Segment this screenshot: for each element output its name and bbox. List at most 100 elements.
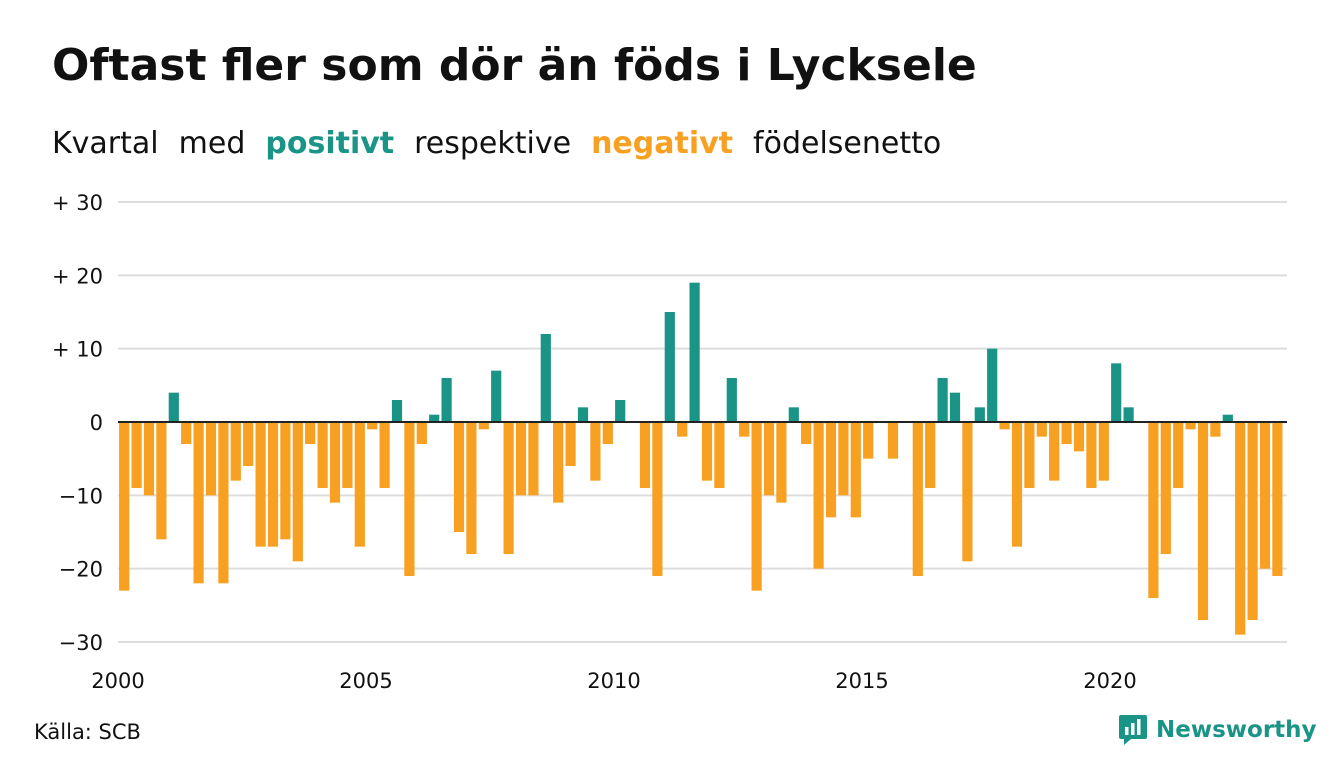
chart-title: Oftast fler som dör än föds i Lycksele bbox=[52, 40, 977, 91]
bar-negative bbox=[193, 422, 204, 584]
bar-negative bbox=[1024, 422, 1035, 488]
y-tick-label: + 30 bbox=[52, 191, 103, 215]
bar-negative bbox=[850, 422, 861, 518]
bar-negative bbox=[342, 422, 353, 488]
bar-negative bbox=[515, 422, 527, 496]
bar-positive bbox=[788, 407, 799, 422]
bar-negative bbox=[1073, 422, 1085, 452]
bar-negative bbox=[912, 422, 923, 576]
bar-negative bbox=[602, 422, 613, 444]
bar-negative bbox=[825, 422, 837, 518]
y-tick-label: −30 bbox=[59, 631, 103, 655]
bar-negative bbox=[379, 422, 390, 488]
bar-negative bbox=[652, 422, 663, 576]
bar-positive bbox=[168, 392, 179, 422]
bar-negative bbox=[1061, 422, 1072, 444]
bar-negative bbox=[416, 422, 427, 444]
bar-positive bbox=[987, 348, 998, 422]
bar-negative bbox=[131, 422, 142, 488]
bar-negative bbox=[354, 422, 365, 547]
x-tick-label: 2015 bbox=[835, 669, 888, 693]
bar-negative bbox=[267, 422, 279, 547]
gridlines bbox=[118, 201, 1287, 643]
y-tick-label: −10 bbox=[59, 484, 103, 508]
bar-negative bbox=[1210, 422, 1221, 437]
bar-negative bbox=[305, 422, 316, 444]
bar-negative bbox=[553, 422, 564, 503]
bar-negative bbox=[478, 422, 489, 430]
bar-negative bbox=[999, 422, 1010, 430]
y-tick-label: −20 bbox=[59, 558, 103, 582]
bar-negative bbox=[838, 422, 849, 496]
y-tick-label: + 10 bbox=[52, 338, 103, 362]
bar-negative bbox=[1086, 422, 1097, 488]
bar-negative bbox=[1160, 422, 1171, 554]
bar-negative bbox=[1272, 422, 1283, 576]
bar-negative bbox=[739, 422, 750, 437]
bar-positive bbox=[974, 407, 985, 422]
bar-negative bbox=[1148, 422, 1159, 598]
bar-positive bbox=[615, 400, 626, 422]
subtitle-text-respektive: respektive bbox=[414, 126, 572, 161]
bar-positive bbox=[540, 334, 551, 422]
bar-negative bbox=[503, 422, 514, 554]
bar-negative bbox=[1098, 422, 1109, 481]
subtitle-text-fodelsenetto: födelsenetto bbox=[753, 126, 942, 161]
bar-negative bbox=[714, 422, 725, 488]
bar-positive bbox=[726, 378, 737, 422]
bar-negative bbox=[528, 422, 539, 496]
bar-negative bbox=[1173, 422, 1184, 488]
subtitle-positive-legend: positivt bbox=[265, 126, 395, 161]
y-tick-label: + 20 bbox=[52, 264, 103, 288]
bar-negative bbox=[763, 422, 775, 496]
bar-negative bbox=[329, 422, 341, 503]
bar-negative bbox=[255, 422, 266, 547]
bar-negative bbox=[143, 422, 155, 496]
x-tick-label: 2020 bbox=[1083, 669, 1136, 693]
bar-positive bbox=[664, 312, 675, 422]
bar-positive bbox=[429, 414, 440, 422]
bar-negative bbox=[453, 422, 465, 532]
bar-negative bbox=[119, 422, 130, 591]
bar-positive bbox=[577, 407, 589, 422]
brand-name: Newsworthy bbox=[1156, 717, 1317, 743]
axes: + 30 + 20 + 10 0 −10 −20 −30 2000 2005 2010 2015 20… bbox=[52, 191, 1287, 693]
bar-negative bbox=[218, 422, 229, 584]
bar-negative bbox=[677, 422, 688, 437]
bar-negative bbox=[243, 422, 254, 466]
bar-negative bbox=[181, 422, 192, 444]
bar-negative bbox=[590, 422, 601, 481]
subtitle-negative-legend: negativt bbox=[591, 126, 734, 161]
x-tick-label: 2000 bbox=[91, 669, 144, 693]
bar-positive bbox=[689, 282, 700, 422]
subtitle-text-kvartal: Kvartal bbox=[52, 126, 159, 161]
bar-negative bbox=[701, 422, 713, 481]
bar-negative bbox=[1247, 422, 1258, 620]
bar-negative bbox=[280, 422, 291, 540]
source-label: Källa: SCB bbox=[34, 720, 141, 744]
brand-logo: Newsworthy bbox=[1118, 714, 1317, 746]
bar-negative bbox=[1259, 422, 1271, 569]
x-tick-label: 2005 bbox=[339, 669, 392, 693]
bars bbox=[119, 282, 1283, 635]
bar-positive bbox=[1222, 414, 1233, 422]
bar-negative bbox=[639, 422, 651, 488]
bar-positive bbox=[937, 378, 948, 422]
bar-negative bbox=[776, 422, 787, 503]
bar-positive bbox=[1111, 363, 1122, 422]
subtitle-text-med: med bbox=[178, 126, 246, 161]
bar-negative bbox=[925, 422, 936, 488]
bar-negative bbox=[1197, 422, 1209, 620]
bar-chart: + 30 + 20 + 10 0 −10 −20 −30 2000 2005 2010 2015 20… bbox=[52, 191, 1287, 693]
bar-negative bbox=[863, 422, 874, 459]
bar-negative bbox=[962, 422, 973, 562]
chart-subtitle: Kvartal med positivt respektive negativt föde… bbox=[52, 126, 961, 161]
bar-negative bbox=[466, 422, 477, 554]
bar-positive bbox=[391, 400, 403, 422]
y-tick-label: 0 bbox=[90, 411, 103, 435]
bar-negative bbox=[751, 422, 762, 591]
bar-negative bbox=[801, 422, 812, 444]
bar-positive bbox=[949, 392, 961, 422]
bar-negative bbox=[565, 422, 576, 466]
bar-negative bbox=[1011, 422, 1023, 547]
